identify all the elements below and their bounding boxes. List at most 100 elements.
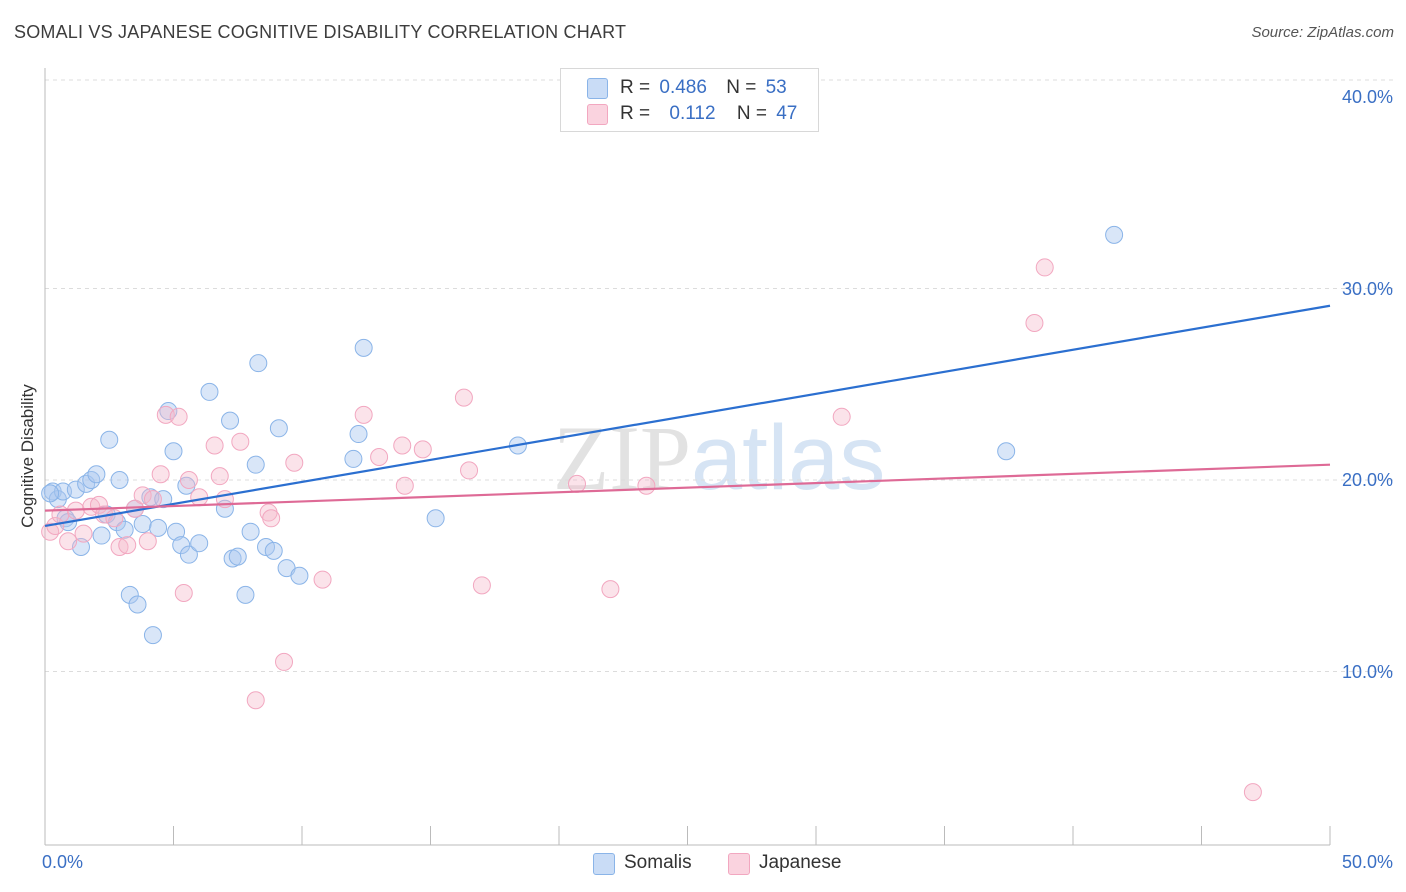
data-point-japanese <box>832 407 851 426</box>
legend-r-value: 0.486 <box>659 77 707 98</box>
data-point-somalis <box>349 425 368 444</box>
data-point-somalis <box>249 354 268 373</box>
data-point-somalis <box>41 484 60 503</box>
data-point-japanese <box>472 576 491 595</box>
data-point-somalis <box>354 338 373 357</box>
data-point-somalis <box>246 455 265 474</box>
data-point-japanese <box>262 509 281 528</box>
data-point-japanese <box>1035 258 1054 277</box>
legend-r-label: R = <box>620 103 651 124</box>
data-point-japanese <box>133 486 152 505</box>
data-point-somalis <box>179 545 198 564</box>
data-point-japanese <box>179 471 198 489</box>
data-point-japanese <box>454 388 473 407</box>
data-point-somalis <box>426 509 445 528</box>
data-point-japanese <box>567 474 586 493</box>
data-point-somalis <box>82 471 101 489</box>
data-point-japanese <box>601 580 620 599</box>
data-point-somalis <box>143 626 162 645</box>
data-point-japanese <box>313 570 332 589</box>
data-point-somalis <box>290 566 309 585</box>
data-point-japanese <box>285 453 304 472</box>
data-point-japanese <box>205 436 224 455</box>
data-point-japanese <box>275 652 294 671</box>
legend-box: R = 0.486 N = 53 R = 0.112 N = 47 <box>560 68 819 132</box>
data-point-somalis <box>128 595 147 614</box>
data-point-japanese <box>210 467 229 486</box>
bottom-legend-label-japanese: Japanese <box>759 852 842 873</box>
data-points <box>41 225 1262 802</box>
data-point-somalis <box>228 547 247 566</box>
legend-r-value: 0.112 <box>669 103 716 124</box>
data-point-japanese <box>59 532 78 551</box>
data-point-somalis <box>221 411 240 430</box>
data-point-somalis <box>149 518 168 537</box>
legend-n-value: 47 <box>776 103 798 124</box>
grid-lines <box>45 79 1393 672</box>
data-point-somalis <box>200 382 219 401</box>
data-point-somalis <box>164 442 183 461</box>
data-point-somalis <box>115 520 134 539</box>
data-point-japanese <box>169 407 188 426</box>
x-tick-label-min: 0.0% <box>42 852 84 872</box>
data-point-somalis <box>1105 225 1124 244</box>
data-point-japanese <box>51 505 70 524</box>
data-point-japanese <box>637 476 656 495</box>
data-point-somalis <box>236 585 255 604</box>
data-point-japanese <box>1243 783 1262 802</box>
data-point-japanese <box>143 490 162 509</box>
data-point-japanese <box>246 691 265 710</box>
data-point-somalis <box>167 522 186 541</box>
legend-n-value: 53 <box>765 77 787 98</box>
legend-n-label: N = <box>726 77 757 98</box>
data-point-somalis <box>344 449 363 468</box>
data-point-somalis <box>997 442 1016 461</box>
data-point-japanese <box>231 432 250 451</box>
data-point-japanese <box>460 461 479 480</box>
trend-line-somalis <box>44 304 1331 528</box>
chart-title: SOMALI VS JAPANESE COGNITIVE DISABILITY … <box>14 22 627 42</box>
data-point-somalis <box>172 536 191 555</box>
data-point-japanese <box>395 476 414 495</box>
bottom-legend-label-somalis: Somalis <box>624 852 692 873</box>
data-point-somalis <box>264 541 283 560</box>
data-point-somalis <box>269 419 288 438</box>
y-tick-label: 20.0% <box>1341 470 1393 490</box>
data-point-somalis <box>110 471 129 489</box>
legend-r-label: R = <box>620 77 651 98</box>
x-tick-label-max: 50.0% <box>1341 852 1393 872</box>
bottom-legend-swatch-japanese <box>728 853 750 875</box>
trend-line-japanese <box>44 463 1331 512</box>
data-point-japanese <box>41 522 60 541</box>
data-point-japanese <box>190 488 209 507</box>
data-point-somalis <box>154 490 173 509</box>
data-point-somalis <box>120 585 139 604</box>
data-point-japanese <box>174 583 193 602</box>
axes <box>44 68 1331 846</box>
bottom-legend-swatch-somalis <box>593 853 615 875</box>
y-tick-label: 10.0% <box>1341 661 1393 682</box>
legend-swatch-somalis <box>587 78 608 99</box>
data-point-somalis <box>241 522 260 541</box>
y-tick-label: 30.0% <box>1341 278 1393 299</box>
data-point-japanese <box>118 536 137 555</box>
data-point-japanese <box>370 448 389 467</box>
legend-swatch-japanese <box>587 104 608 125</box>
data-point-somalis <box>66 480 85 499</box>
trend-lines <box>44 304 1331 528</box>
y-tick-label: 40.0% <box>1341 87 1393 107</box>
data-point-japanese <box>393 436 412 455</box>
watermark-atlas: atlas <box>691 407 886 509</box>
data-point-japanese <box>413 440 432 459</box>
data-point-somalis <box>190 534 209 553</box>
data-point-japanese <box>151 465 170 484</box>
data-point-somalis <box>92 526 111 545</box>
legend-n-label: N = <box>736 103 767 124</box>
data-point-somalis <box>100 430 119 449</box>
data-point-japanese <box>354 405 373 424</box>
data-point-somalis <box>87 465 106 484</box>
data-point-somalis <box>133 515 152 534</box>
source-credit: Source: ZipAtlas.com <box>1251 24 1394 41</box>
data-point-japanese <box>74 524 93 543</box>
